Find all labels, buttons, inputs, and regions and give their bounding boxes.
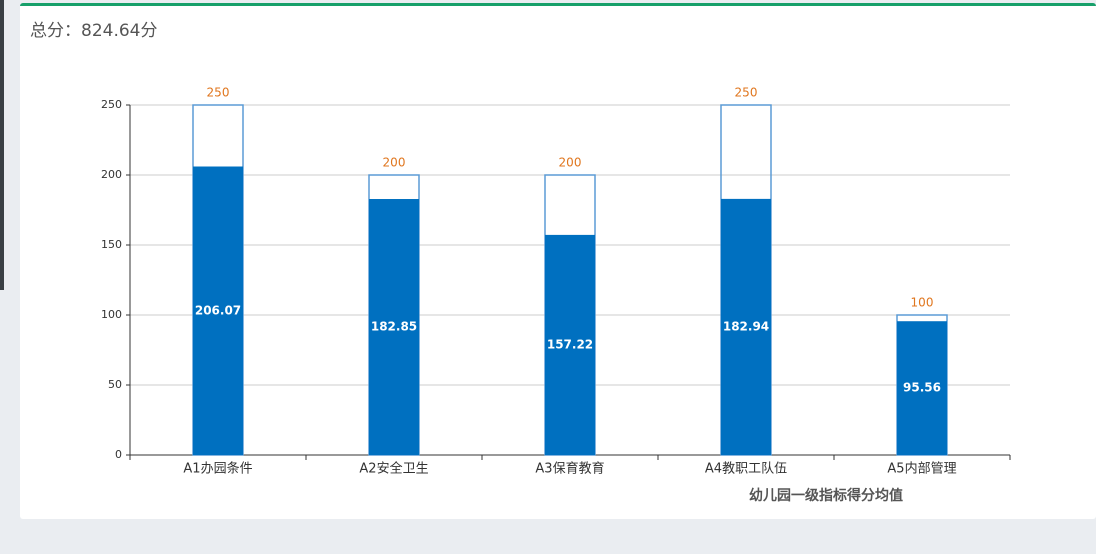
bar: [897, 321, 947, 455]
x-tick-label: A3保育教育: [535, 461, 604, 477]
bar: [721, 198, 771, 455]
x-axis-title: 幼儿园一级指标得分均值: [749, 487, 903, 504]
bar: [193, 166, 243, 455]
value-label: 157.22: [547, 337, 593, 351]
value-label: 250: [735, 86, 758, 100]
y-tick-label: 150: [101, 238, 122, 251]
value-label: 182.94: [723, 319, 769, 333]
value-label: 200: [383, 156, 406, 170]
y-tick-label: 0: [115, 448, 122, 461]
bar: [369, 199, 419, 455]
y-tick-label: 100: [101, 308, 122, 321]
x-tick-label: A4教职工队伍: [705, 461, 787, 477]
card-title: 总分：824.64分: [30, 21, 158, 41]
y-tick-label: 250: [101, 98, 122, 111]
value-label: 182.85: [371, 320, 417, 334]
x-tick-label: A5内部管理: [887, 461, 956, 477]
value-label: 95.56: [903, 381, 941, 395]
bar: [545, 234, 595, 455]
value-label: 100: [911, 296, 934, 310]
y-tick-label: 200: [101, 168, 122, 181]
x-tick-label: A1办园条件: [183, 461, 252, 477]
value-label: 200: [559, 156, 582, 170]
value-label: 206.07: [195, 303, 241, 317]
sidebar-edge: [0, 0, 4, 290]
value-label: 250: [207, 86, 230, 100]
y-tick-label: 50: [108, 378, 122, 391]
x-tick-label: A2安全卫生: [359, 461, 428, 477]
